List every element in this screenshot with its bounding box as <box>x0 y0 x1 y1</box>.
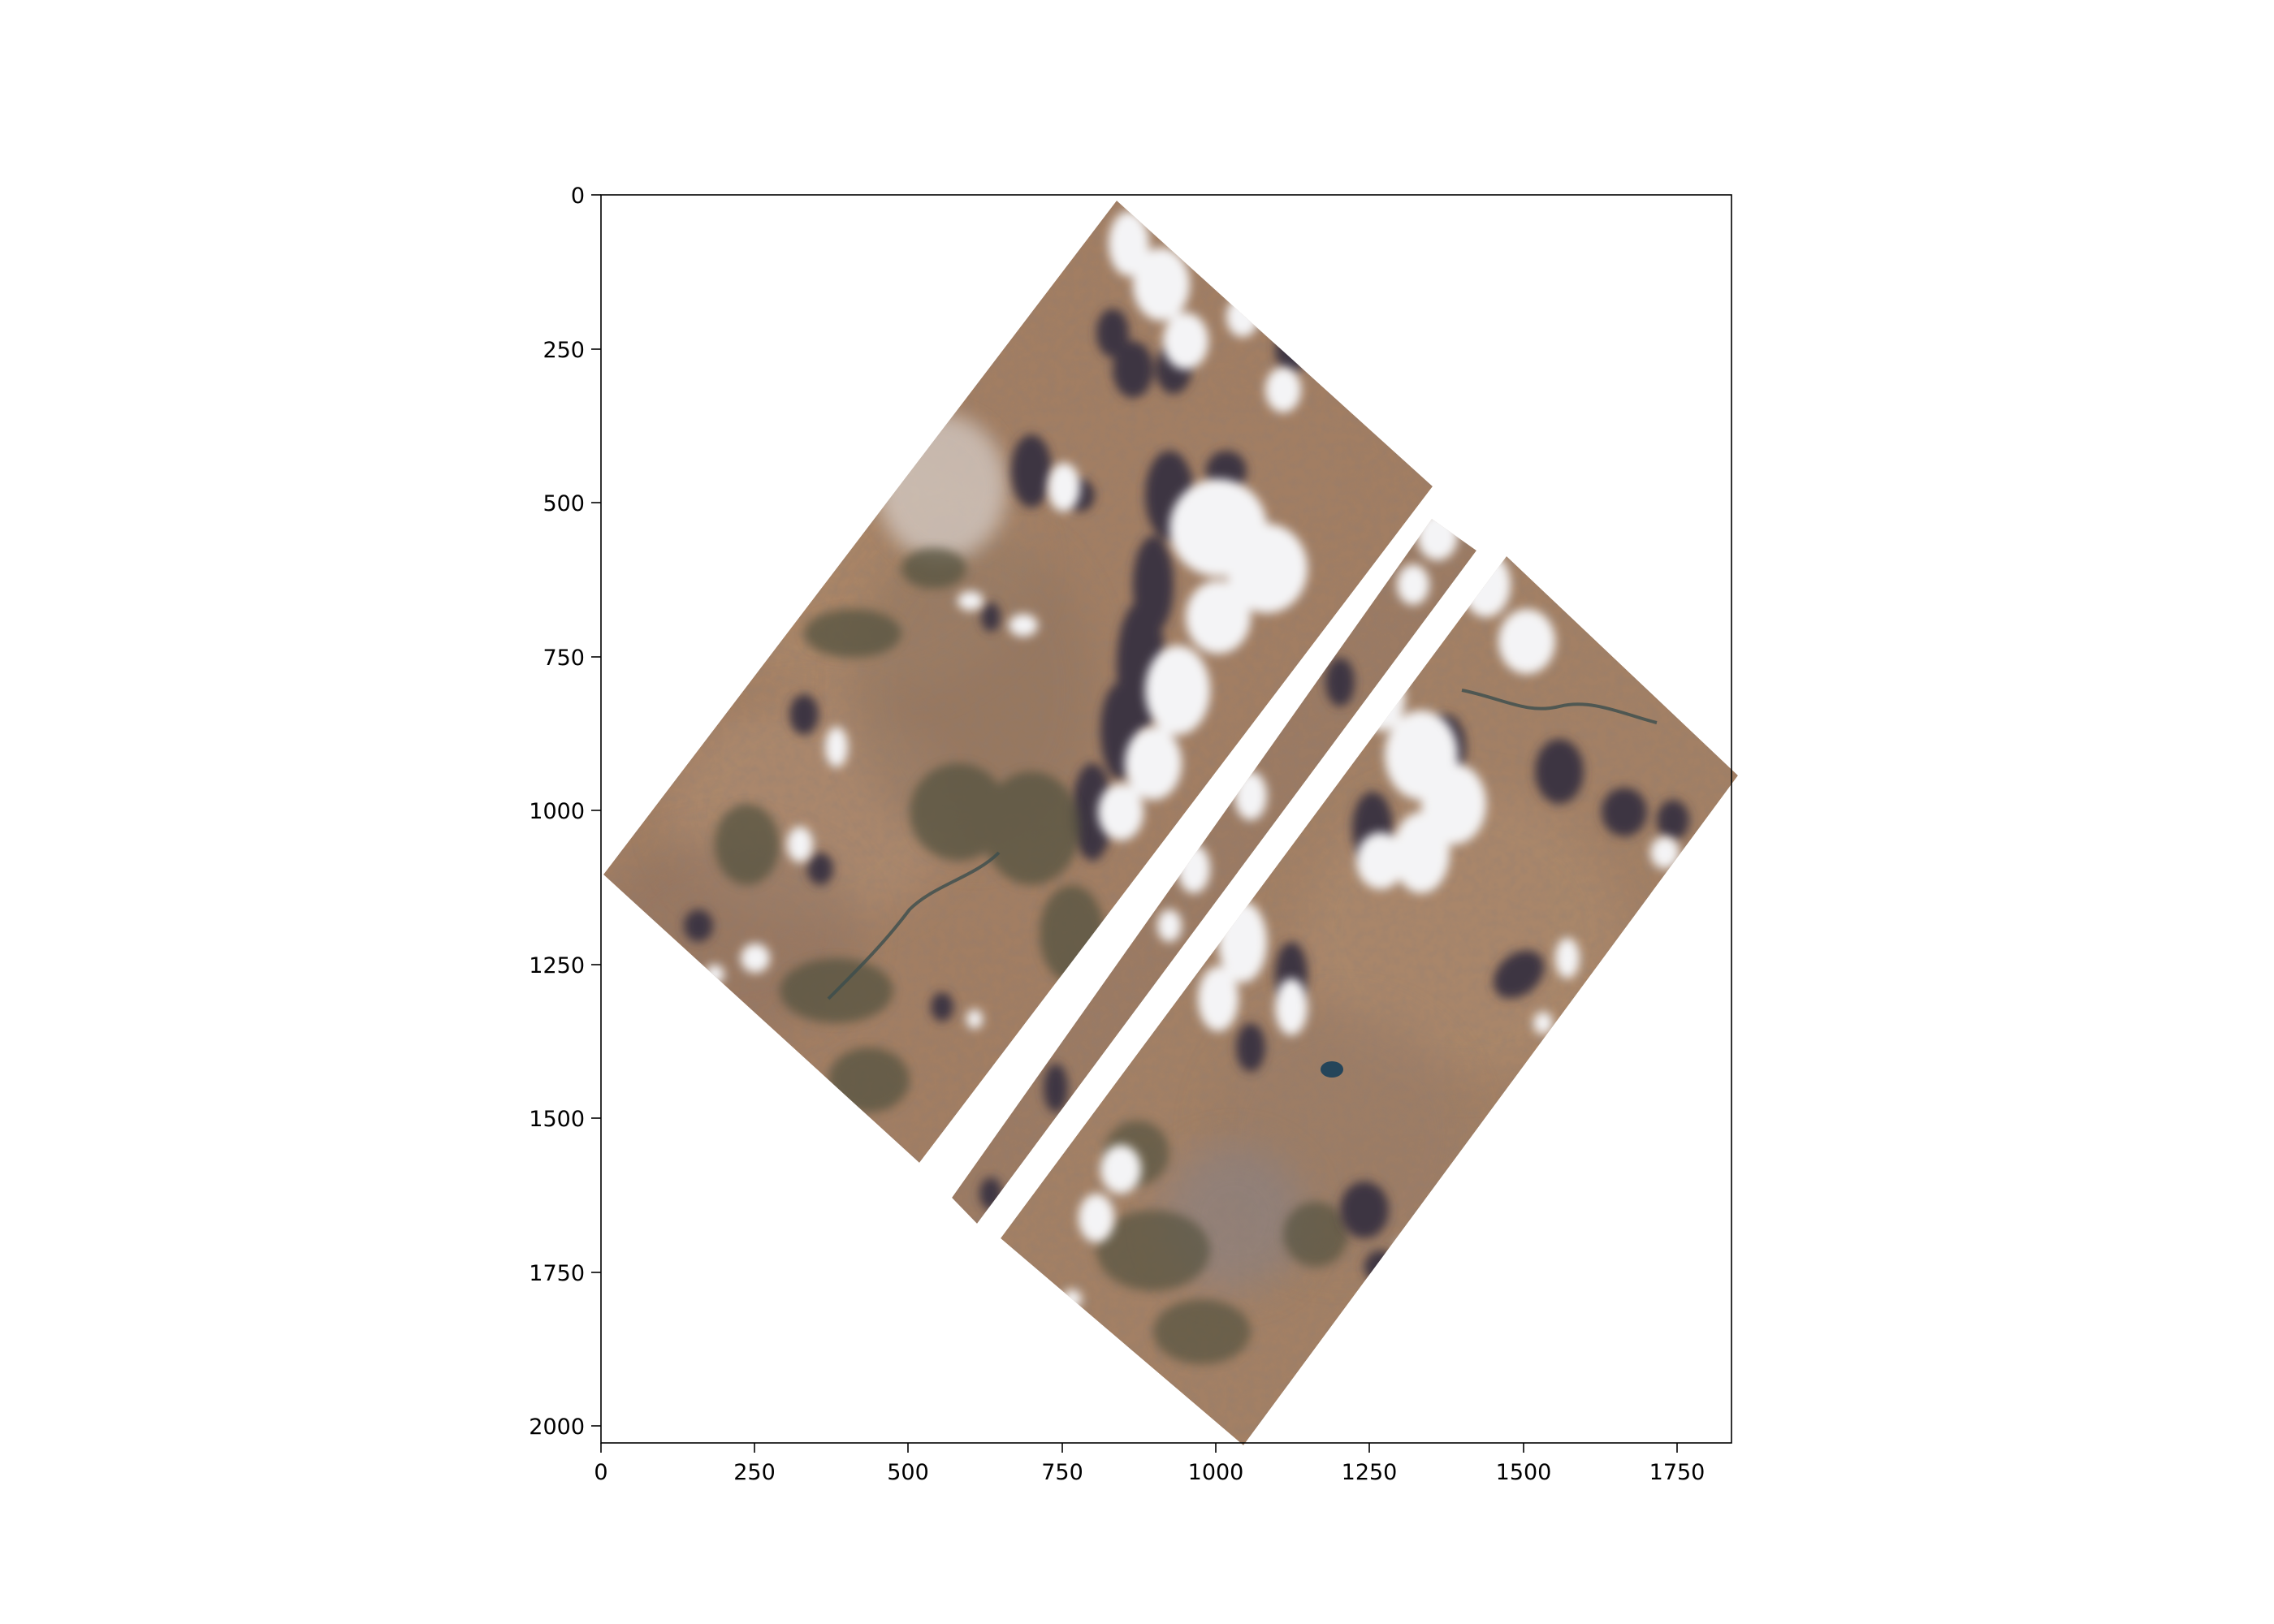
x-tick-label: 1000 <box>1188 1460 1244 1485</box>
x-tick-label: 250 <box>733 1460 776 1485</box>
axes-frame <box>600 194 1732 1444</box>
y-tick-labels: 0 250 500 750 1000 1250 1500 1750 2000 <box>529 184 585 1440</box>
y-tick-label: 250 <box>543 338 585 363</box>
y-tick-label: 750 <box>543 646 585 671</box>
x-tick-label: 0 <box>594 1460 607 1485</box>
y-axis <box>591 194 601 1427</box>
x-tick-label: 500 <box>887 1460 929 1485</box>
x-tick-label: 1500 <box>1496 1460 1552 1485</box>
y-tick-label: 1750 <box>529 1261 585 1286</box>
y-tick-label: 1500 <box>529 1107 585 1132</box>
y-tick-label: 1250 <box>529 953 585 978</box>
x-tick-labels: 0 250 500 750 1000 1250 1500 1750 <box>594 1460 1705 1485</box>
y-tick-label: 1000 <box>529 799 585 824</box>
y-tick-label: 2000 <box>529 1415 585 1440</box>
x-axis <box>600 1443 1678 1453</box>
y-tick-label: 0 <box>571 184 585 209</box>
y-tick-label: 500 <box>543 491 585 516</box>
x-tick-label: 750 <box>1041 1460 1083 1485</box>
x-tick-label: 1250 <box>1342 1460 1398 1485</box>
x-tick-label: 1750 <box>1649 1460 1706 1485</box>
satellite-image <box>603 201 1738 1445</box>
